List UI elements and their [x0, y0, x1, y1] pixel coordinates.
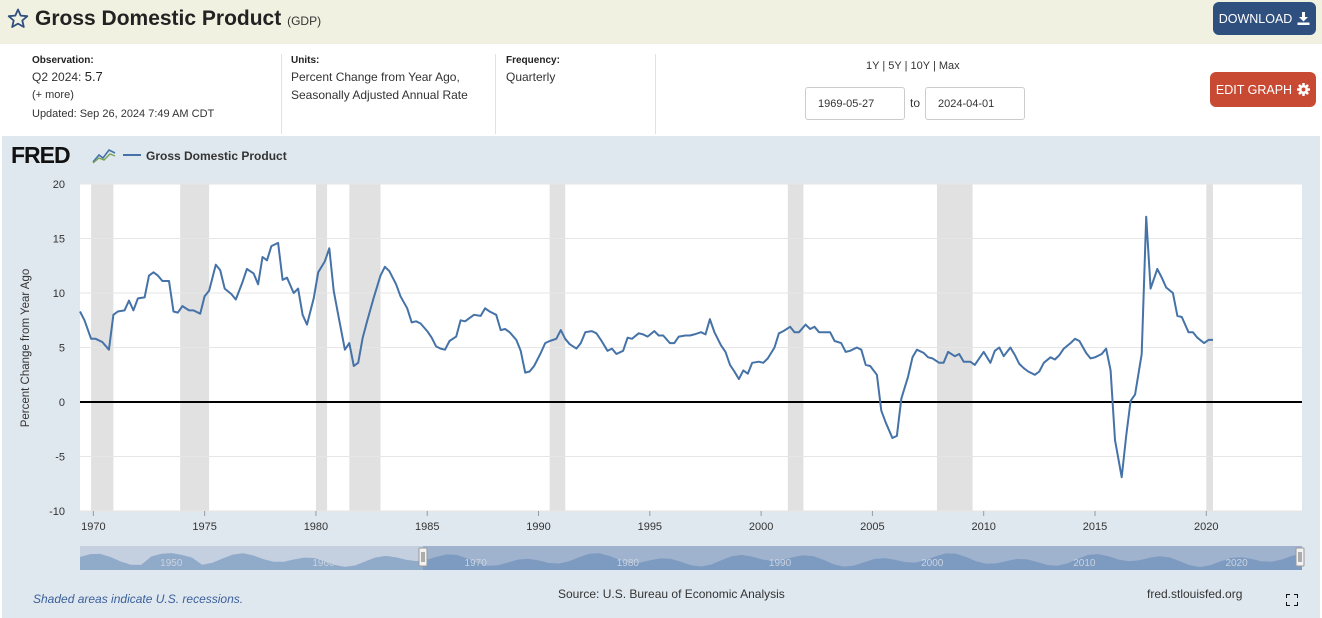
- navigator-tick-label: 1980: [617, 558, 640, 569]
- navigator-tick-label: 1990: [769, 558, 792, 569]
- x-tick-label: 1970: [81, 521, 105, 533]
- x-tick-label: 2000: [749, 521, 773, 533]
- y-tick-label: -5: [55, 452, 65, 464]
- observation-value: 5.7: [84, 69, 103, 84]
- navigator-tick-label: 2000: [921, 558, 944, 569]
- star-icon[interactable]: [6, 7, 30, 31]
- more-link[interactable]: (+ more): [32, 89, 74, 101]
- end-date-input[interactable]: [925, 87, 1025, 120]
- divider: [655, 54, 656, 134]
- edit-graph-button[interactable]: EDIT GRAPH: [1210, 72, 1316, 107]
- y-axis-label: Percent Change from Year Ago: [20, 269, 32, 428]
- edit-graph-label: EDIT GRAPH: [1215, 82, 1293, 97]
- x-tick-label: 1975: [192, 521, 216, 533]
- x-tick-label: 1995: [638, 521, 662, 533]
- updated-label: Updated:: [32, 108, 77, 120]
- meta-panel: Observation: Q2 2024: 5.7 (+ more) Updat…: [0, 44, 1322, 136]
- x-tick-label: 2005: [860, 521, 884, 533]
- frequency-block: Frequency: Quarterly: [506, 54, 646, 136]
- series-title: Gross Domestic Product: [35, 7, 282, 30]
- recession-note: Shaded areas indicate U.S. recessions.: [33, 592, 244, 606]
- x-tick-label: 1985: [415, 521, 439, 533]
- y-tick-label: -10: [49, 506, 65, 518]
- fullscreen-icon[interactable]: [1286, 594, 1298, 606]
- x-tick-label: 1990: [526, 521, 550, 533]
- range-max-button[interactable]: Max: [938, 60, 960, 72]
- y-tick-label: 20: [53, 179, 65, 191]
- navigator-tick-label: 1950: [160, 558, 183, 569]
- series-line: [79, 215, 1213, 479]
- download-button[interactable]: DOWNLOAD: [1213, 2, 1316, 35]
- navigator-handle[interactable]: [418, 547, 428, 567]
- frequency-label: Frequency:: [506, 55, 560, 66]
- navigator-tick-label: 1960: [312, 558, 335, 569]
- navigator-series: [80, 553, 1302, 570]
- range-separator: |: [904, 60, 908, 72]
- range-1y-button[interactable]: 1Y: [866, 60, 880, 72]
- page-title: Gross Domestic Product (GDP): [35, 7, 321, 31]
- navigator-tick-label: 2020: [1225, 558, 1248, 569]
- y-tick-label: 10: [53, 288, 65, 300]
- fred-chart-icon: [92, 146, 116, 164]
- navigator-tick-label: 1970: [465, 558, 488, 569]
- gear-icon: [1297, 83, 1311, 96]
- source-text: Source: U.S. Bureau of Economic Analysis: [558, 587, 785, 601]
- y-tick-label: 0: [59, 397, 65, 409]
- divider: [495, 54, 496, 134]
- legend-swatch: [123, 154, 141, 156]
- range-10y-button[interactable]: 10Y: [910, 60, 930, 72]
- fred-logo: FRED: [11, 142, 71, 168]
- units-line-1: Percent Change from Year Ago,: [291, 70, 460, 84]
- x-tick-label: 2020: [1194, 521, 1218, 533]
- navigator-selection: [423, 546, 1302, 570]
- units-label: Units:: [291, 55, 320, 66]
- range-separator: |: [882, 60, 886, 72]
- top-bar: Gross Domestic Product (GDP) DOWNLOAD: [0, 0, 1322, 44]
- to-label: to: [910, 96, 921, 110]
- range-5y-button[interactable]: 5Y: [888, 60, 902, 72]
- start-date-input[interactable]: [805, 87, 905, 120]
- series-id: (GDP): [287, 14, 322, 28]
- range-selector: 1Y | 5Y | 10Y | Max: [866, 60, 960, 72]
- download-label: DOWNLOAD: [1218, 11, 1293, 26]
- divider: [281, 54, 282, 134]
- fred-url[interactable]: fred.stlouisfed.org: [1147, 587, 1243, 601]
- x-tick-label: 1980: [304, 521, 328, 533]
- y-tick-label: 5: [59, 343, 65, 355]
- units-block: Units: Percent Change from Year Ago, Sea…: [291, 54, 501, 136]
- observation-block: Observation: Q2 2024: 5.7 (+ more) Updat…: [32, 54, 282, 136]
- units-line-2: Seasonally Adjusted Annual Rate: [291, 88, 468, 102]
- range-separator: |: [932, 60, 936, 72]
- y-tick-label: 15: [53, 234, 65, 246]
- observation-label: Observation:: [32, 55, 94, 66]
- legend-label: Gross Domestic Product: [146, 149, 287, 163]
- x-tick-label: 2015: [1083, 521, 1107, 533]
- updated-value: Sep 26, 2024 7:49 AM CDT: [79, 108, 215, 120]
- download-icon: [1297, 12, 1310, 25]
- x-tick-label: 2010: [971, 521, 995, 533]
- navigator-handle[interactable]: [1295, 547, 1305, 567]
- navigator-tick-label: 2010: [1073, 558, 1096, 569]
- observation-period: Q2 2024:: [32, 70, 82, 84]
- frequency-value: Quarterly: [506, 70, 556, 84]
